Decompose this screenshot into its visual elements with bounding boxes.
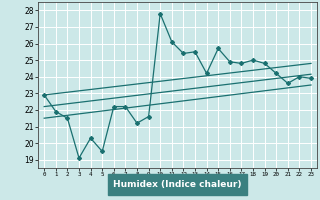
X-axis label: Humidex (Indice chaleur): Humidex (Indice chaleur)	[113, 180, 242, 189]
